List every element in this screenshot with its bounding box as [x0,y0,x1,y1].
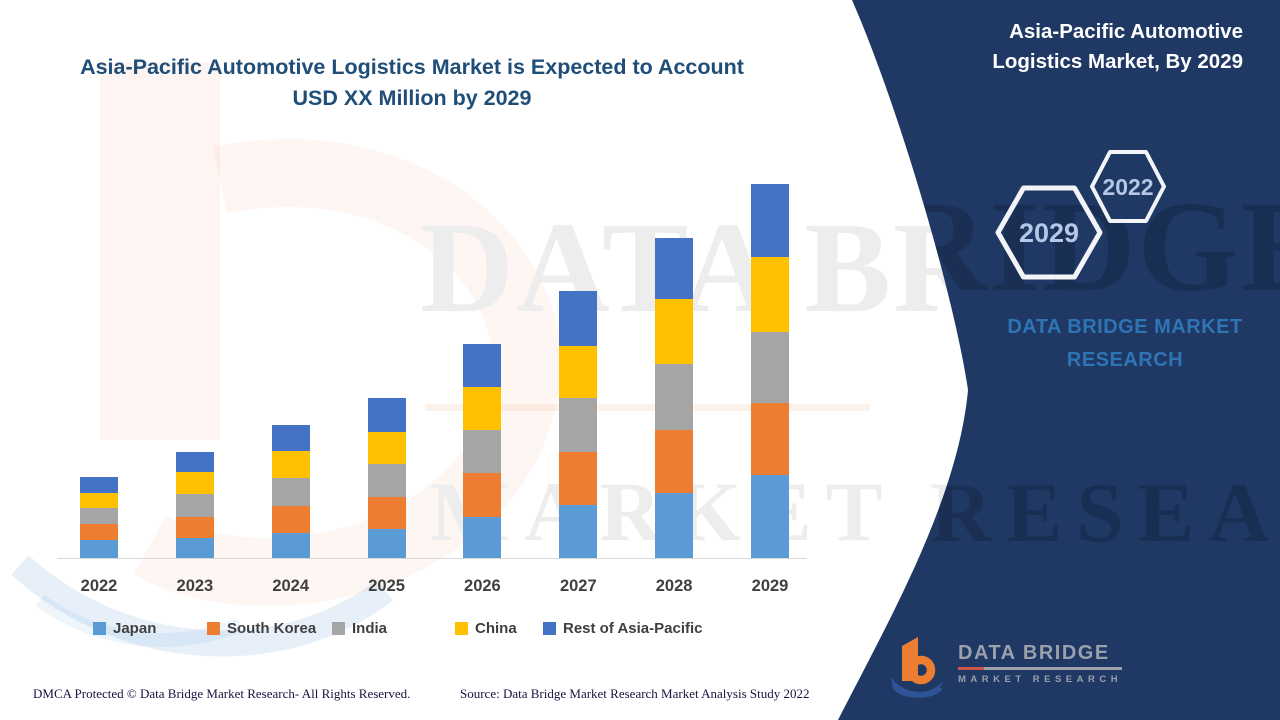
footer-source: Source: Data Bridge Market Research Mark… [460,686,810,701]
chart-title: Asia-Pacific Automotive Logistics Market… [62,52,762,114]
legend-swatch-rest-of-asia-pacific [543,622,556,635]
logo-swirl-tail-icon [895,685,943,698]
logo-text: DATA BRIDGE MARKET RESEARCH [958,633,1123,685]
legend-swatch-south-korea [207,622,220,635]
bar-2024-china [271,451,310,478]
bar-2022-china [80,493,118,508]
bar-2026-china [463,387,502,430]
legend-item-south-korea: South Korea [207,620,316,637]
legend-label-india: India [352,620,388,637]
x-label-2023: 2023 [176,577,214,595]
bar-2029-south-korea [751,403,789,475]
company-logo: DATA BRIDGE MARKET RESEARCH [885,633,1123,699]
bar-2023-india [175,494,214,517]
sidebar-title-line2: Logistics Market, By 2029 [992,50,1243,73]
bar-2028-japan [655,493,694,558]
bar-2024-rest-of-asia-pacific [271,425,310,451]
x-label-2025: 2025 [368,577,405,595]
bar-2023-china [175,472,214,494]
bar-2029-china [751,257,789,332]
legend-swatch-japan [93,622,106,635]
logo-b-bowl-icon [906,655,936,685]
legend-swatch-china [455,622,468,635]
ghost-swirl-icon [11,555,394,657]
x-label-2024: 2024 [272,577,310,595]
bar-2026-japan [463,517,502,558]
sidebar-brand-line1: DATA BRIDGE MARKET [1007,316,1243,338]
bar-2026-rest-of-asia-pacific [463,344,502,387]
bar-2025-rest-of-asia-pacific [367,398,406,432]
bar-2022-japan [80,540,118,558]
logo-subtitle: MARKET RESEARCH [958,674,1123,685]
legend-item-china: China [455,620,517,637]
legend-label-south-korea: South Korea [227,620,317,637]
legend-item-rest-of-asia-pacific: Rest of Asia-Pacific [543,620,703,637]
x-label-2029: 2029 [751,577,789,595]
logo-underline-gray [984,667,1123,670]
bar-2026-india [463,430,502,473]
navy-wave-shape [838,0,1280,720]
bar-2025-south-korea [367,497,406,529]
bar-2024-south-korea [271,506,310,533]
bar-2027-rest-of-asia-pacific [559,291,598,346]
x-axis-line [57,558,807,559]
bar-2027-india [559,398,598,452]
bar-2025-india [367,464,406,497]
bar-2027-china [559,346,598,398]
legend-label-china: China [475,620,517,637]
bar-2025-japan [367,529,406,558]
bar-2028-china [655,299,694,364]
sidebar-title: Asia-Pacific Automotive Logistics Market… [943,17,1243,77]
bar-2023-japan [175,538,214,558]
year-hexagons: 2029 2022 [995,150,1166,280]
legend-swatch-india [332,622,345,635]
bar-2024-japan [271,533,310,558]
navy-watermark-line2: MARKET RESEARCH [430,466,1280,560]
bar-2026-south-korea [463,473,502,517]
x-label-2026: 2026 [464,577,501,595]
x-label-2027: 2027 [559,577,597,595]
chart-title-line1: Asia-Pacific Automotive Logistics Market… [80,55,744,79]
bar-2029-japan [751,475,789,558]
bar-2023-rest-of-asia-pacific [175,452,214,472]
hexagon-2022-icon [1090,150,1166,223]
legend-item-japan: Japan [93,620,156,637]
bar-2029-india [751,332,789,403]
bar-2022-south-korea [80,524,118,540]
legend-item-india: India [332,620,387,637]
sidebar-brand-line2: RESEARCH [1066,349,1184,371]
x-label-2022: 2022 [80,577,118,595]
bar-2027-japan [559,505,598,558]
bar-2028-rest-of-asia-pacific [655,238,694,299]
hexagon-2029-icon [995,185,1103,280]
legend-label-rest-of-asia-pacific: Rest of Asia-Pacific [563,620,703,637]
sidebar-brand: DATA BRIDGE MARKET RESEARCH [960,311,1280,377]
sidebar-title-line1: Asia-Pacific Automotive [1009,20,1243,43]
bar-2027-south-korea [559,452,598,505]
bar-2024-india [271,478,310,506]
footer-copyright: DMCA Protected © Data Bridge Market Rese… [33,686,411,701]
x-label-2028: 2028 [655,577,693,595]
bar-2022-india [80,508,118,524]
hexagon-2029-label: 2029 [1019,218,1079,248]
hexagon-2022-label: 2022 [1102,174,1153,200]
bar-2028-south-korea [655,430,694,493]
bar-2028-india [655,364,694,430]
logo-underline [958,667,1123,670]
legend-label-japan: Japan [113,620,157,637]
bar-2029-rest-of-asia-pacific [751,184,789,257]
bar-2025-china [367,432,406,464]
chart-title-line2: USD XX Million by 2029 [292,86,532,110]
bar-2022-rest-of-asia-pacific [80,477,118,493]
dbmr-logo-icon [891,637,943,698]
watermark-swoosh-band [425,404,870,411]
bar-2023-south-korea [175,517,214,538]
ghost-b-bowl-icon [133,139,561,606]
logo-name: DATA BRIDGE [958,642,1110,664]
logo-underline-red [958,667,984,670]
